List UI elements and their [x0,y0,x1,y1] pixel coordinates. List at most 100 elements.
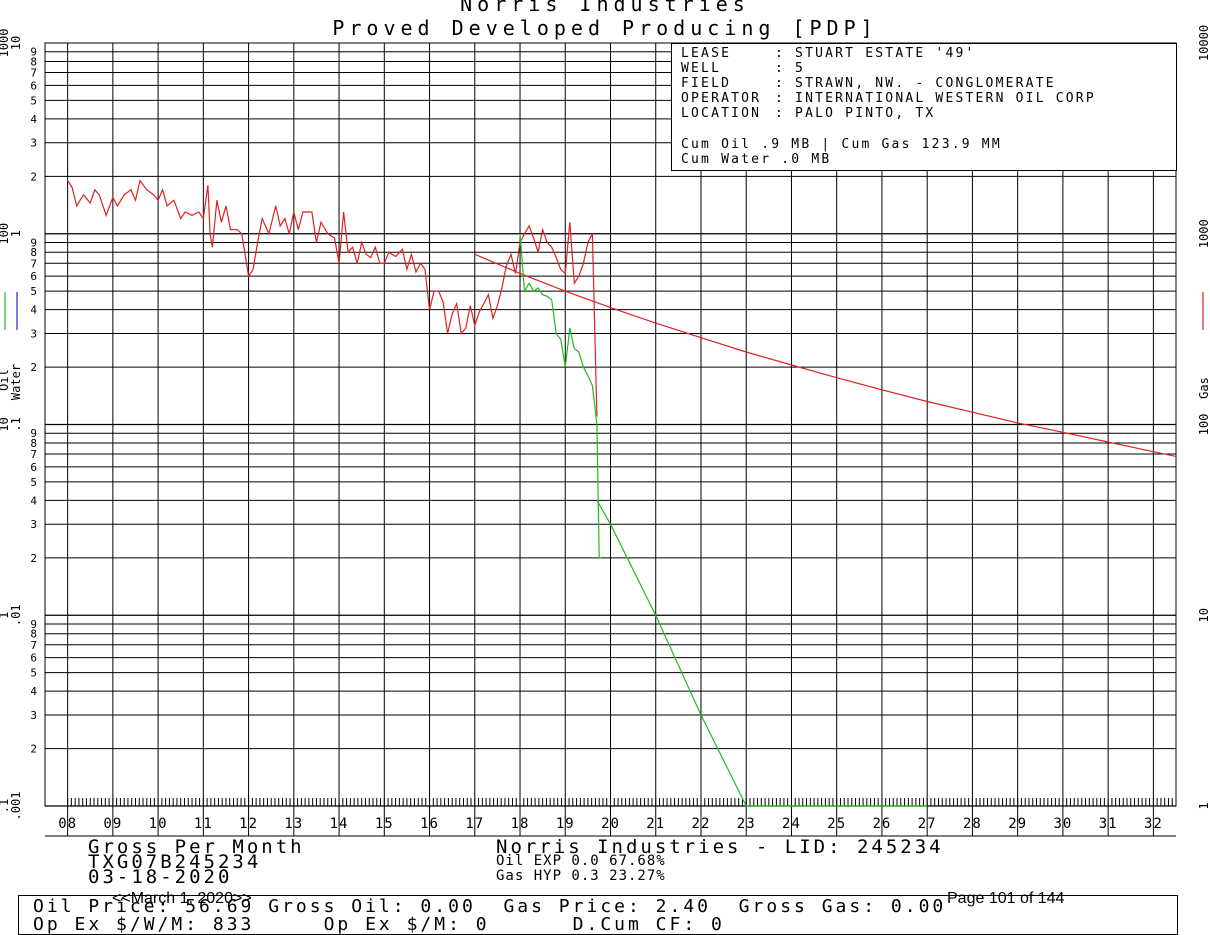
gas-axis-tick-label: 1 [1197,802,1210,809]
x-tick-label: 12 [239,816,258,832]
gas-axis-title: Gas [1197,377,1210,399]
minor-tick-label: 6 [30,652,37,665]
minor-tick-label: 6 [30,270,37,283]
gas-axis-tick-label: 10 [1197,608,1210,622]
id-code: TXG07B245234 [88,851,262,873]
field-row: FIELD: STRAWN, NW. - CONGLOMERATE [681,76,1056,91]
minor-tick-label: 3 [30,709,37,722]
minor-tick-label: 8 [30,55,37,68]
price-line: Oil Price: 56.69 Gross Oil: 0.00 Gas Pri… [33,896,947,917]
gas-axis-tick-label: 1000 [1197,219,1210,248]
minor-tick-label: 7 [30,639,37,652]
chart-subtitle: Proved Developed Producing [PDP] [332,16,878,40]
minor-tick-label: 8 [30,437,37,450]
x-tick-label: 19 [556,816,575,832]
x-tick-label: 10 [149,816,168,832]
unit-label: Gross Per Month [88,836,305,858]
x-tick-label: 25 [827,816,846,832]
location-row: LOCATION: PALO PINTO, TX [681,106,936,121]
water-axis-tick-label: .01 [9,604,23,626]
x-tick-label: 15 [375,816,394,832]
oil-exp: Oil EXP 0.0 67.68% [496,853,666,869]
minor-tick-label: 8 [30,628,37,641]
x-tick-label: 17 [465,816,484,832]
x-tick-label: 09 [103,816,122,832]
x-tick-label: 28 [963,816,982,832]
oil-axis-tick-label: 10 [0,417,11,431]
oil-axis-tick-label: 1 [0,612,11,619]
minor-tick-label: 7 [30,257,37,270]
minor-tick-label: 7 [30,67,37,80]
gas-series-line [67,179,598,417]
minor-tick-label: 9 [30,46,37,59]
oil-forecast-series-line [596,500,928,807]
minor-tick-label: 5 [30,94,37,107]
x-tick-label: 21 [646,816,665,832]
cum-oil-gas: Cum Oil .9 MB | Cum Gas 123.9 MM [681,137,1002,152]
minor-tick-label: 5 [30,285,37,298]
minor-tick-label: 3 [30,137,37,150]
x-tick-label: 22 [692,816,711,832]
x-tick-label: 11 [194,816,213,832]
page-indicator: Page 101 of 144 [947,890,1065,907]
gas-forecast-series-line [474,253,1177,457]
well-row: WELL: 5 [681,61,806,76]
chart-company-title: Norris Industries [460,0,750,16]
minor-tick-label: 9 [30,427,37,440]
minor-tick-label: 6 [30,79,37,92]
minor-tick-label: 4 [30,113,37,126]
minor-tick-label: 2 [30,552,37,565]
x-tick-label: 26 [873,816,892,832]
price-summary-box: Oil Price: 56.69 Gross Oil: 0.00 Gas Pri… [18,895,1178,935]
water-axis-tick-label: 1 [9,230,23,237]
gas-axis-tick-label: 100 [1197,414,1210,436]
minor-tick-label: 4 [30,304,37,317]
minor-tick-label: 8 [30,246,37,259]
lease-row: LEASE: STUART ESTATE '49' [681,46,976,61]
x-tick-label: 20 [601,816,620,832]
lid-label: Norris Industries - LID: 245234 [496,836,944,858]
minor-tick-label: 3 [30,518,37,531]
oil-axis-tick-label: 1000 [0,29,11,58]
minor-tick-label: 9 [30,618,37,631]
cum-water: Cum Water .0 MB [681,152,832,167]
gas-axis-tick-label: 10000 [1197,25,1210,61]
x-tick-label: 08 [58,816,77,832]
report-date: 03-18-2020 [88,866,233,888]
minor-tick-label: 5 [30,667,37,680]
minor-tick-label: 9 [30,236,37,249]
gas-hyp: Gas HYP 0.3 23.27% [496,868,666,884]
oil-axis-tick-label: .1 [0,799,11,813]
minor-tick-label: 4 [30,685,37,698]
x-tick-label: 27 [918,816,937,832]
x-tick-label: 14 [330,816,349,832]
minor-tick-label: 5 [30,476,37,489]
minor-tick-label: 3 [30,327,37,340]
minor-tick-label: 2 [30,361,37,374]
x-tick-label: 32 [1144,816,1163,832]
opex-line: Op Ex $/W/M: 833 Op Ex $/M: 0 D.Cum CF: … [33,914,725,935]
water-axis-tick-label: 10 [9,36,23,50]
x-tick-label: 29 [1008,816,1027,832]
oil-series-line [519,233,602,559]
water-axis-tick-label: .001 [9,792,23,821]
minor-tick-label: 2 [30,170,37,183]
minor-tick-label: 4 [30,494,37,507]
oil-axis-title: Oil [0,369,11,391]
x-tick-label: 16 [420,816,439,832]
minor-tick-label: 7 [30,448,37,461]
x-tick-label: 31 [1099,816,1118,832]
water-axis-title: Water [9,364,23,400]
minor-tick-label: 2 [30,743,37,756]
prev-next-nav[interactable]: <<March 1, 2020>> [112,890,252,907]
x-tick-label: 30 [1053,816,1072,832]
minor-tick-label: 6 [30,461,37,474]
oil-axis-tick-label: 100 [0,223,11,245]
water-axis-tick-label: .1 [9,417,23,431]
x-tick-label: 13 [284,816,303,832]
x-tick-label: 23 [737,816,756,832]
x-tick-label: 18 [511,816,530,832]
x-tick-label: 24 [782,816,801,832]
lease-info-box: LEASE: STUART ESTATE '49' WELL: 5 FIELD:… [671,43,1177,171]
